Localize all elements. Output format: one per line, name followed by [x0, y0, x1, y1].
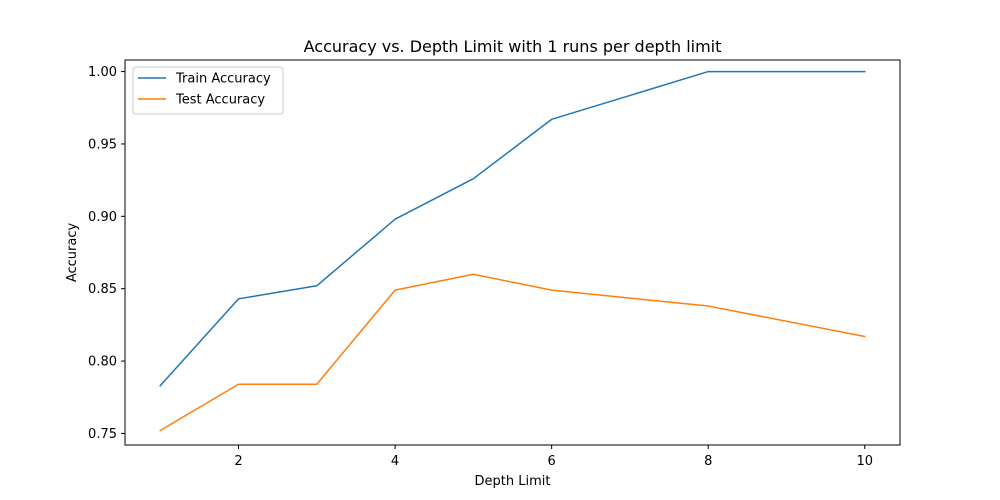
- y-tick-label-5: 1.00: [88, 65, 117, 80]
- series-line-0: [159, 70, 866, 387]
- x-tick-label-4: 10: [856, 454, 873, 469]
- y-axis-title: Accuracy: [65, 223, 80, 283]
- plot-area: [125, 60, 900, 445]
- x-axis: 2 4 6 8 10: [234, 445, 873, 469]
- y-tick-label-1: 0.80: [88, 355, 117, 370]
- x-axis-title: Depth Limit: [475, 474, 551, 489]
- legend-label-train: Train Accuracy: [175, 72, 271, 87]
- x-tick-label-2: 6: [548, 454, 556, 469]
- y-tick-label-0: 0.75: [88, 427, 117, 442]
- series-line-1: [159, 273, 866, 432]
- series-layer: [159, 70, 866, 432]
- x-tick-label-3: 8: [704, 454, 712, 469]
- y-tick-label-4: 0.95: [88, 137, 117, 152]
- chart-title: Accuracy vs. Depth Limit with 1 runs per…: [304, 37, 722, 56]
- axes-frame: [124, 59, 901, 446]
- y-tick-label-2: 0.85: [88, 282, 117, 297]
- legend: Train Accuracy Test Accuracy: [132, 66, 284, 115]
- legend-label-test: Test Accuracy: [175, 93, 265, 108]
- y-axis: 0.75 0.80 0.85 0.90 0.95 1.00: [88, 65, 125, 442]
- x-tick-label-0: 2: [234, 454, 242, 469]
- x-tick-label-1: 4: [391, 454, 399, 469]
- y-tick-label-3: 0.90: [88, 210, 117, 225]
- legend-box: [132, 66, 284, 115]
